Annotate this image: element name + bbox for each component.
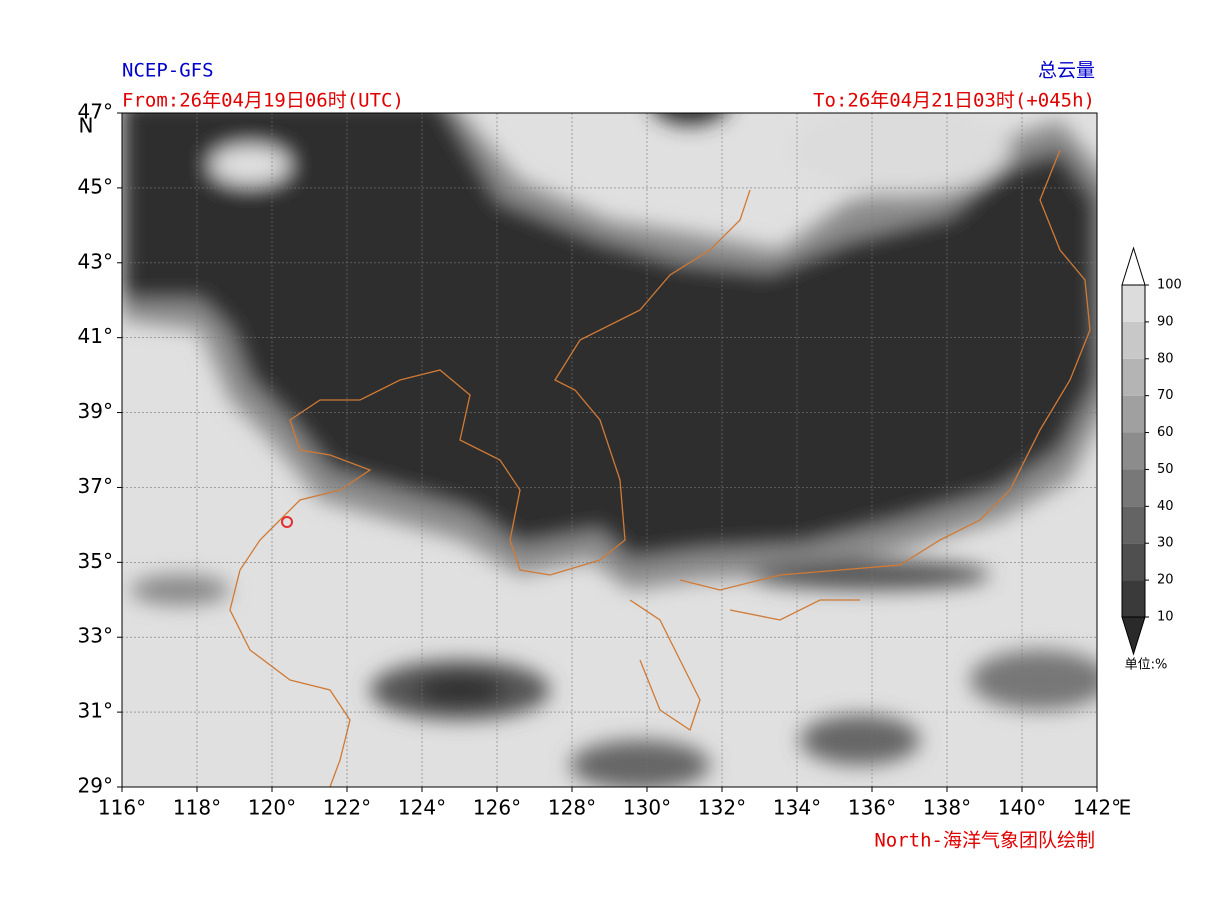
lat-tick-label: 39°: [78, 399, 113, 423]
lon-tick-label: 124°: [398, 796, 446, 820]
lon-tick-label: 136°: [848, 796, 896, 820]
lon-tick-label: 128°: [548, 796, 596, 820]
colorbar-tick-label: 30: [1157, 536, 1174, 551]
lon-tick-label: 134°: [773, 796, 821, 820]
credit: North-海洋气象团队绘制: [874, 830, 1095, 852]
colorbar-frame: [1121, 284, 1146, 618]
lon-tick-label: 142°: [1073, 796, 1121, 820]
valid-from: From:26年04月19日06时(UTC): [122, 90, 404, 112]
colorbar-level: [1122, 432, 1145, 470]
colorbar-level: [1122, 395, 1145, 433]
variable: 总云量: [1038, 60, 1095, 82]
colorbar-level: [1122, 580, 1145, 617]
lat-tick-label: 37°: [78, 474, 113, 498]
lat-tick-label: 29°: [78, 774, 113, 798]
map-frame: [121, 112, 1098, 788]
lon-tick-label: 126°: [473, 796, 521, 820]
valid-to: To:26年04月21日03时(+045h): [813, 90, 1095, 112]
colorbar-extend-min: [1121, 616, 1146, 656]
colorbar-tick-label: 100: [1157, 278, 1182, 293]
colorbar-level: [1122, 321, 1145, 359]
colorbar-level: [1122, 506, 1145, 544]
colorbar-tick-label: 80: [1157, 351, 1174, 366]
lat-unit: N: [79, 114, 94, 138]
lon-unit: E: [1119, 796, 1132, 820]
colorbar-tick-label: 10: [1157, 610, 1174, 625]
lon-tick-label: 138°: [923, 796, 971, 820]
colorbar-extend-max: [1121, 246, 1146, 286]
lat-tick-label: 35°: [78, 549, 113, 573]
colorbar-tick-label: 40: [1157, 499, 1174, 514]
lon-tick-label: 130°: [623, 796, 671, 820]
lon-tick-label: 118°: [173, 796, 221, 820]
colorbar-level: [1122, 543, 1145, 581]
lat-tick-label: 45°: [78, 174, 113, 198]
lat-tick-label: 33°: [78, 624, 113, 648]
lat-tick-label: 47°: [78, 100, 113, 124]
lat-tick-label: 41°: [78, 324, 113, 348]
lon-tick-label: 140°: [998, 796, 1046, 820]
lon-tick-label: 116°: [98, 796, 146, 820]
source: NCEP-GFS: [122, 60, 214, 82]
lon-tick-label: 122°: [323, 796, 371, 820]
colorbar-level: [1122, 358, 1145, 396]
colorbar-tick-label: 20: [1157, 573, 1174, 588]
lat-tick-label: 43°: [78, 249, 113, 273]
colorbar-tick-label: 60: [1157, 425, 1174, 440]
lat-tick-label: 31°: [78, 699, 113, 723]
colorbar-tick-label: 50: [1157, 462, 1174, 477]
colorbar-tick-label: 70: [1157, 388, 1174, 403]
colorbar-level: [1122, 285, 1145, 322]
cloud-field: [122, 113, 1097, 787]
colorbar-tick-label: 90: [1157, 314, 1174, 329]
lon-tick-label: 132°: [698, 796, 746, 820]
colorbar-level: [1122, 469, 1145, 507]
colorbar-unit: 单位:%: [1125, 658, 1168, 673]
lon-tick-label: 120°: [248, 796, 296, 820]
